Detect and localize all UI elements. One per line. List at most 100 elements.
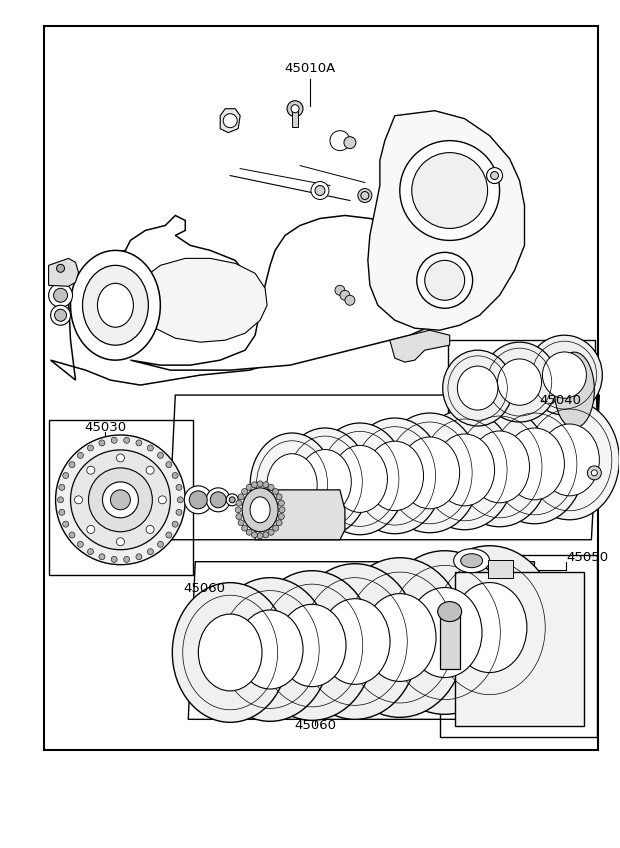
Circle shape: [69, 461, 75, 467]
Ellipse shape: [450, 407, 549, 527]
Ellipse shape: [281, 428, 369, 536]
Circle shape: [87, 445, 94, 451]
Ellipse shape: [482, 343, 557, 422]
Circle shape: [238, 520, 244, 526]
Ellipse shape: [82, 265, 148, 345]
Ellipse shape: [237, 610, 303, 689]
Polygon shape: [48, 259, 79, 287]
Ellipse shape: [415, 410, 515, 530]
Circle shape: [124, 438, 130, 444]
Ellipse shape: [48, 283, 73, 307]
Circle shape: [111, 556, 117, 562]
Circle shape: [268, 529, 274, 535]
Ellipse shape: [198, 614, 262, 691]
Ellipse shape: [172, 583, 288, 722]
Polygon shape: [51, 215, 270, 385]
Ellipse shape: [250, 571, 374, 720]
Circle shape: [340, 290, 350, 300]
Circle shape: [242, 525, 247, 531]
Ellipse shape: [454, 549, 490, 572]
Circle shape: [87, 549, 94, 555]
Circle shape: [111, 438, 117, 444]
Ellipse shape: [412, 153, 487, 228]
Circle shape: [229, 497, 235, 503]
Ellipse shape: [380, 413, 480, 533]
Ellipse shape: [89, 468, 153, 532]
Circle shape: [58, 497, 64, 503]
Circle shape: [56, 265, 64, 272]
Circle shape: [177, 497, 184, 503]
Circle shape: [99, 554, 105, 560]
Text: 45060: 45060: [184, 582, 226, 595]
Ellipse shape: [417, 253, 472, 309]
Ellipse shape: [422, 546, 557, 710]
Ellipse shape: [520, 400, 619, 520]
Circle shape: [117, 538, 125, 546]
Circle shape: [257, 481, 263, 487]
Circle shape: [273, 488, 278, 494]
Circle shape: [263, 482, 269, 488]
Circle shape: [246, 529, 252, 535]
Ellipse shape: [267, 454, 317, 516]
Ellipse shape: [332, 445, 388, 512]
Circle shape: [63, 522, 69, 527]
Circle shape: [487, 168, 503, 183]
Circle shape: [252, 482, 257, 488]
Ellipse shape: [334, 558, 466, 717]
Circle shape: [136, 440, 142, 446]
Circle shape: [242, 488, 247, 494]
Ellipse shape: [299, 449, 352, 514]
Ellipse shape: [53, 288, 68, 302]
Circle shape: [311, 181, 329, 199]
Text: 45060: 45060: [294, 719, 336, 732]
Circle shape: [236, 500, 242, 506]
Ellipse shape: [278, 605, 346, 687]
Circle shape: [117, 454, 125, 462]
Circle shape: [157, 452, 164, 458]
Ellipse shape: [242, 488, 278, 532]
Circle shape: [74, 496, 82, 504]
Ellipse shape: [435, 434, 495, 505]
Circle shape: [279, 507, 285, 513]
Circle shape: [87, 526, 95, 533]
Bar: [448, 340, 595, 440]
Circle shape: [591, 470, 597, 476]
Ellipse shape: [425, 260, 464, 300]
Ellipse shape: [505, 428, 564, 499]
Ellipse shape: [210, 577, 330, 722]
Bar: [48, 420, 193, 575]
Bar: [440, 555, 597, 737]
Circle shape: [315, 186, 325, 196]
Circle shape: [176, 484, 182, 490]
Circle shape: [172, 472, 178, 478]
Circle shape: [78, 541, 83, 547]
Circle shape: [587, 466, 601, 480]
Circle shape: [226, 494, 238, 505]
Polygon shape: [368, 111, 525, 330]
Ellipse shape: [320, 599, 390, 684]
Circle shape: [157, 541, 164, 547]
Ellipse shape: [485, 404, 585, 524]
Ellipse shape: [71, 450, 171, 550]
Circle shape: [276, 520, 282, 526]
Ellipse shape: [542, 352, 587, 399]
Ellipse shape: [497, 359, 541, 405]
Ellipse shape: [347, 418, 443, 533]
Circle shape: [206, 488, 230, 512]
Circle shape: [361, 192, 369, 199]
Ellipse shape: [56, 435, 185, 565]
Polygon shape: [138, 259, 267, 343]
Circle shape: [87, 466, 95, 474]
Circle shape: [59, 484, 65, 490]
Circle shape: [69, 532, 75, 538]
Bar: [487, 560, 513, 577]
Circle shape: [291, 104, 299, 113]
Bar: [440, 610, 459, 669]
Circle shape: [78, 452, 83, 458]
Circle shape: [189, 491, 207, 509]
Ellipse shape: [55, 310, 66, 321]
Bar: [44, 26, 598, 750]
Circle shape: [263, 532, 269, 538]
Circle shape: [63, 472, 69, 478]
Circle shape: [273, 525, 278, 531]
